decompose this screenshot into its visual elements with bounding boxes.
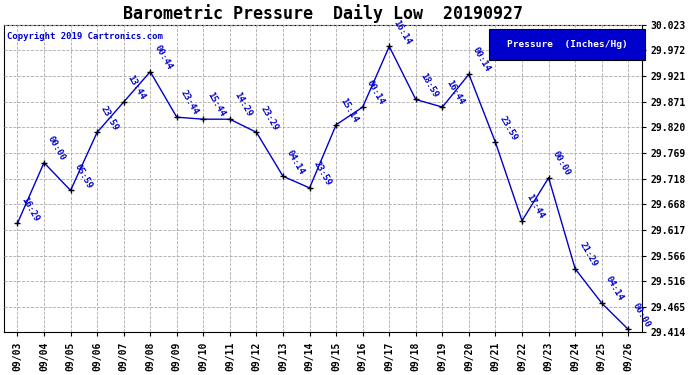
Text: 16:14: 16:14 (391, 18, 413, 46)
Text: 04:14: 04:14 (285, 148, 306, 176)
Text: 05:59: 05:59 (72, 162, 94, 190)
Text: 17:44: 17:44 (524, 192, 545, 220)
Text: 23:59: 23:59 (99, 104, 121, 132)
Text: 00:00: 00:00 (46, 134, 68, 162)
Text: 16:44: 16:44 (444, 79, 466, 106)
Text: 00:00: 00:00 (631, 301, 651, 329)
Text: 15:44: 15:44 (206, 91, 227, 119)
Title: Barometric Pressure  Daily Low  20190927: Barometric Pressure Daily Low 20190927 (123, 4, 523, 23)
Text: 23:59: 23:59 (312, 160, 333, 188)
Text: 13:44: 13:44 (126, 74, 147, 102)
FancyBboxPatch shape (489, 29, 644, 60)
Text: 16:29: 16:29 (19, 195, 41, 223)
Text: 00:14: 00:14 (365, 79, 386, 106)
Text: Pressure  (Inches/Hg): Pressure (Inches/Hg) (506, 40, 627, 49)
Text: Copyright 2019 Cartronics.com: Copyright 2019 Cartronics.com (8, 32, 164, 41)
Text: 18:59: 18:59 (418, 71, 439, 99)
Text: 21:29: 21:29 (578, 240, 598, 268)
Text: 00:00: 00:00 (551, 150, 572, 177)
Text: 00:14: 00:14 (471, 46, 492, 74)
Text: 23:59: 23:59 (497, 114, 519, 142)
Text: 15:14: 15:14 (338, 96, 359, 124)
Text: 04:14: 04:14 (604, 275, 625, 303)
Text: 23:44: 23:44 (179, 89, 200, 117)
Text: 14:29: 14:29 (232, 91, 253, 119)
Text: 00:44: 00:44 (152, 44, 174, 71)
Text: 23:29: 23:29 (259, 104, 280, 132)
